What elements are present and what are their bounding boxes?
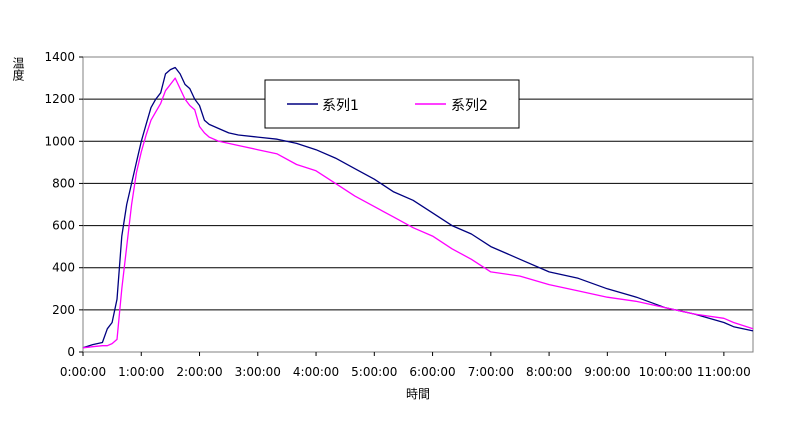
y-tick-label: 1200 [44,92,75,106]
x-tick-label: 11:00:00 [697,365,751,379]
y-tick-label: 200 [52,303,75,317]
x-tick-label: 9:00:00 [584,365,630,379]
x-axis-ticks: 0:00:00 1:00:00 2:00:00 3:00:00 4:00:00 5:00:… [60,352,751,379]
y-tick-label: 800 [52,176,75,190]
y-tick-label: 0 [67,345,75,359]
x-tick-label: 4:00:00 [293,365,339,379]
y-tick-label: 1000 [44,134,75,148]
legend: 系列1 系列2 [264,79,520,129]
plot-area-border [82,56,754,353]
x-tick-label: 2:00:00 [176,365,222,379]
x-tick-label: 6:00:00 [409,365,455,379]
series-layer [82,66,754,349]
series-line-2 [82,77,754,349]
x-tick-label: 8:00:00 [526,365,572,379]
x-tick-label: 1:00:00 [118,365,164,379]
grid-lines [83,98,753,311]
x-tick-label: 0:00:00 [60,365,106,379]
x-tick-label: 10:00:00 [639,365,693,379]
legend-label-series-2: 系列2 [451,98,488,114]
x-axis-title: 時間 [406,387,430,401]
y-tick-label: 400 [52,261,75,275]
y-tick-label: 1400 [44,50,75,64]
y-tick-label: 600 [52,219,75,233]
x-tick-label: 3:00:00 [235,365,281,379]
series-line-1 [82,66,754,349]
x-tick-label: 5:00:00 [351,365,397,379]
y-axis-title: 温度 [11,57,25,81]
x-tick-label: 7:00:00 [468,365,514,379]
y-axis-ticks: 0 200 400 600 800 1000 1200 1400 [44,50,83,359]
legend-label-series-1: 系列1 [322,98,359,114]
